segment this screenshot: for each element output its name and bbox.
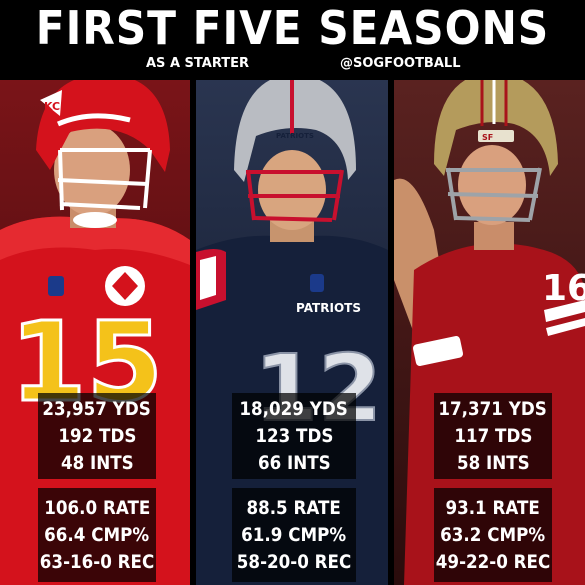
svg-text:16: 16 [542, 268, 585, 309]
stats-block-volume: 17,371 YDS 117 TDS 58 INTS [434, 393, 552, 479]
stat-interceptions: 48 INTS [60, 451, 134, 474]
player-panel-49ers: 16 SF 17,371 YDS 117 TDS 58 INTS 93.1 RA… [394, 80, 585, 585]
stats-block-volume: 23,957 YDS 192 TDS 48 INTS [38, 393, 156, 479]
stat-rating: 93.1 RATE [445, 496, 541, 519]
stats-block-efficiency: 88.5 RATE 61.9 CMP% 58-20-0 REC [232, 488, 356, 582]
svg-text:KC: KC [44, 100, 60, 113]
stat-interceptions: 58 INTS [456, 451, 530, 474]
stat-yards: 18,029 YDS [239, 397, 349, 420]
subtitle: AS A STARTER [146, 56, 250, 71]
stats-block-volume: 18,029 YDS 123 TDS 66 INTS [232, 393, 356, 479]
stat-touchdowns: 192 TDS [57, 424, 137, 447]
stat-interceptions: 66 INTS [257, 451, 331, 474]
stat-yards: 17,371 YDS [438, 397, 548, 420]
stat-record: 63-16-0 REC [39, 550, 155, 573]
social-handle: @SOGFOOTBALL [340, 56, 461, 71]
stats-block-efficiency: 93.1 RATE 63.2 CMP% 49-22-0 REC [434, 488, 552, 582]
stat-rating: 88.5 RATE [246, 496, 342, 519]
player-panel-patriots: PATRIOTS 12 PATRIOTS 18,029 YDS 123 TDS … [196, 80, 388, 585]
stat-touchdowns: 117 TDS [453, 424, 533, 447]
stat-record: 58-20-0 REC [236, 550, 352, 573]
stat-yards: 23,957 YDS [42, 397, 152, 420]
stat-touchdowns: 123 TDS [254, 424, 334, 447]
stat-completion-pct: 61.9 CMP% [241, 523, 347, 546]
stat-record: 49-22-0 REC [435, 550, 551, 573]
stat-completion-pct: 66.4 CMP% [44, 523, 150, 546]
svg-text:SF: SF [482, 133, 493, 142]
svg-text:PATRIOTS: PATRIOTS [276, 132, 314, 140]
svg-text:PATRIOTS: PATRIOTS [296, 301, 361, 315]
player-panel-chiefs: 15 KC 23,957 YDS 192 TDS 48 INTS [0, 80, 190, 585]
stat-completion-pct: 63.2 CMP% [440, 523, 546, 546]
stat-rating: 106.0 RATE [43, 496, 151, 519]
stats-block-efficiency: 106.0 RATE 66.4 CMP% 63-16-0 REC [38, 488, 156, 582]
page-title: FIRST FIVE SEASONS [35, 1, 550, 55]
